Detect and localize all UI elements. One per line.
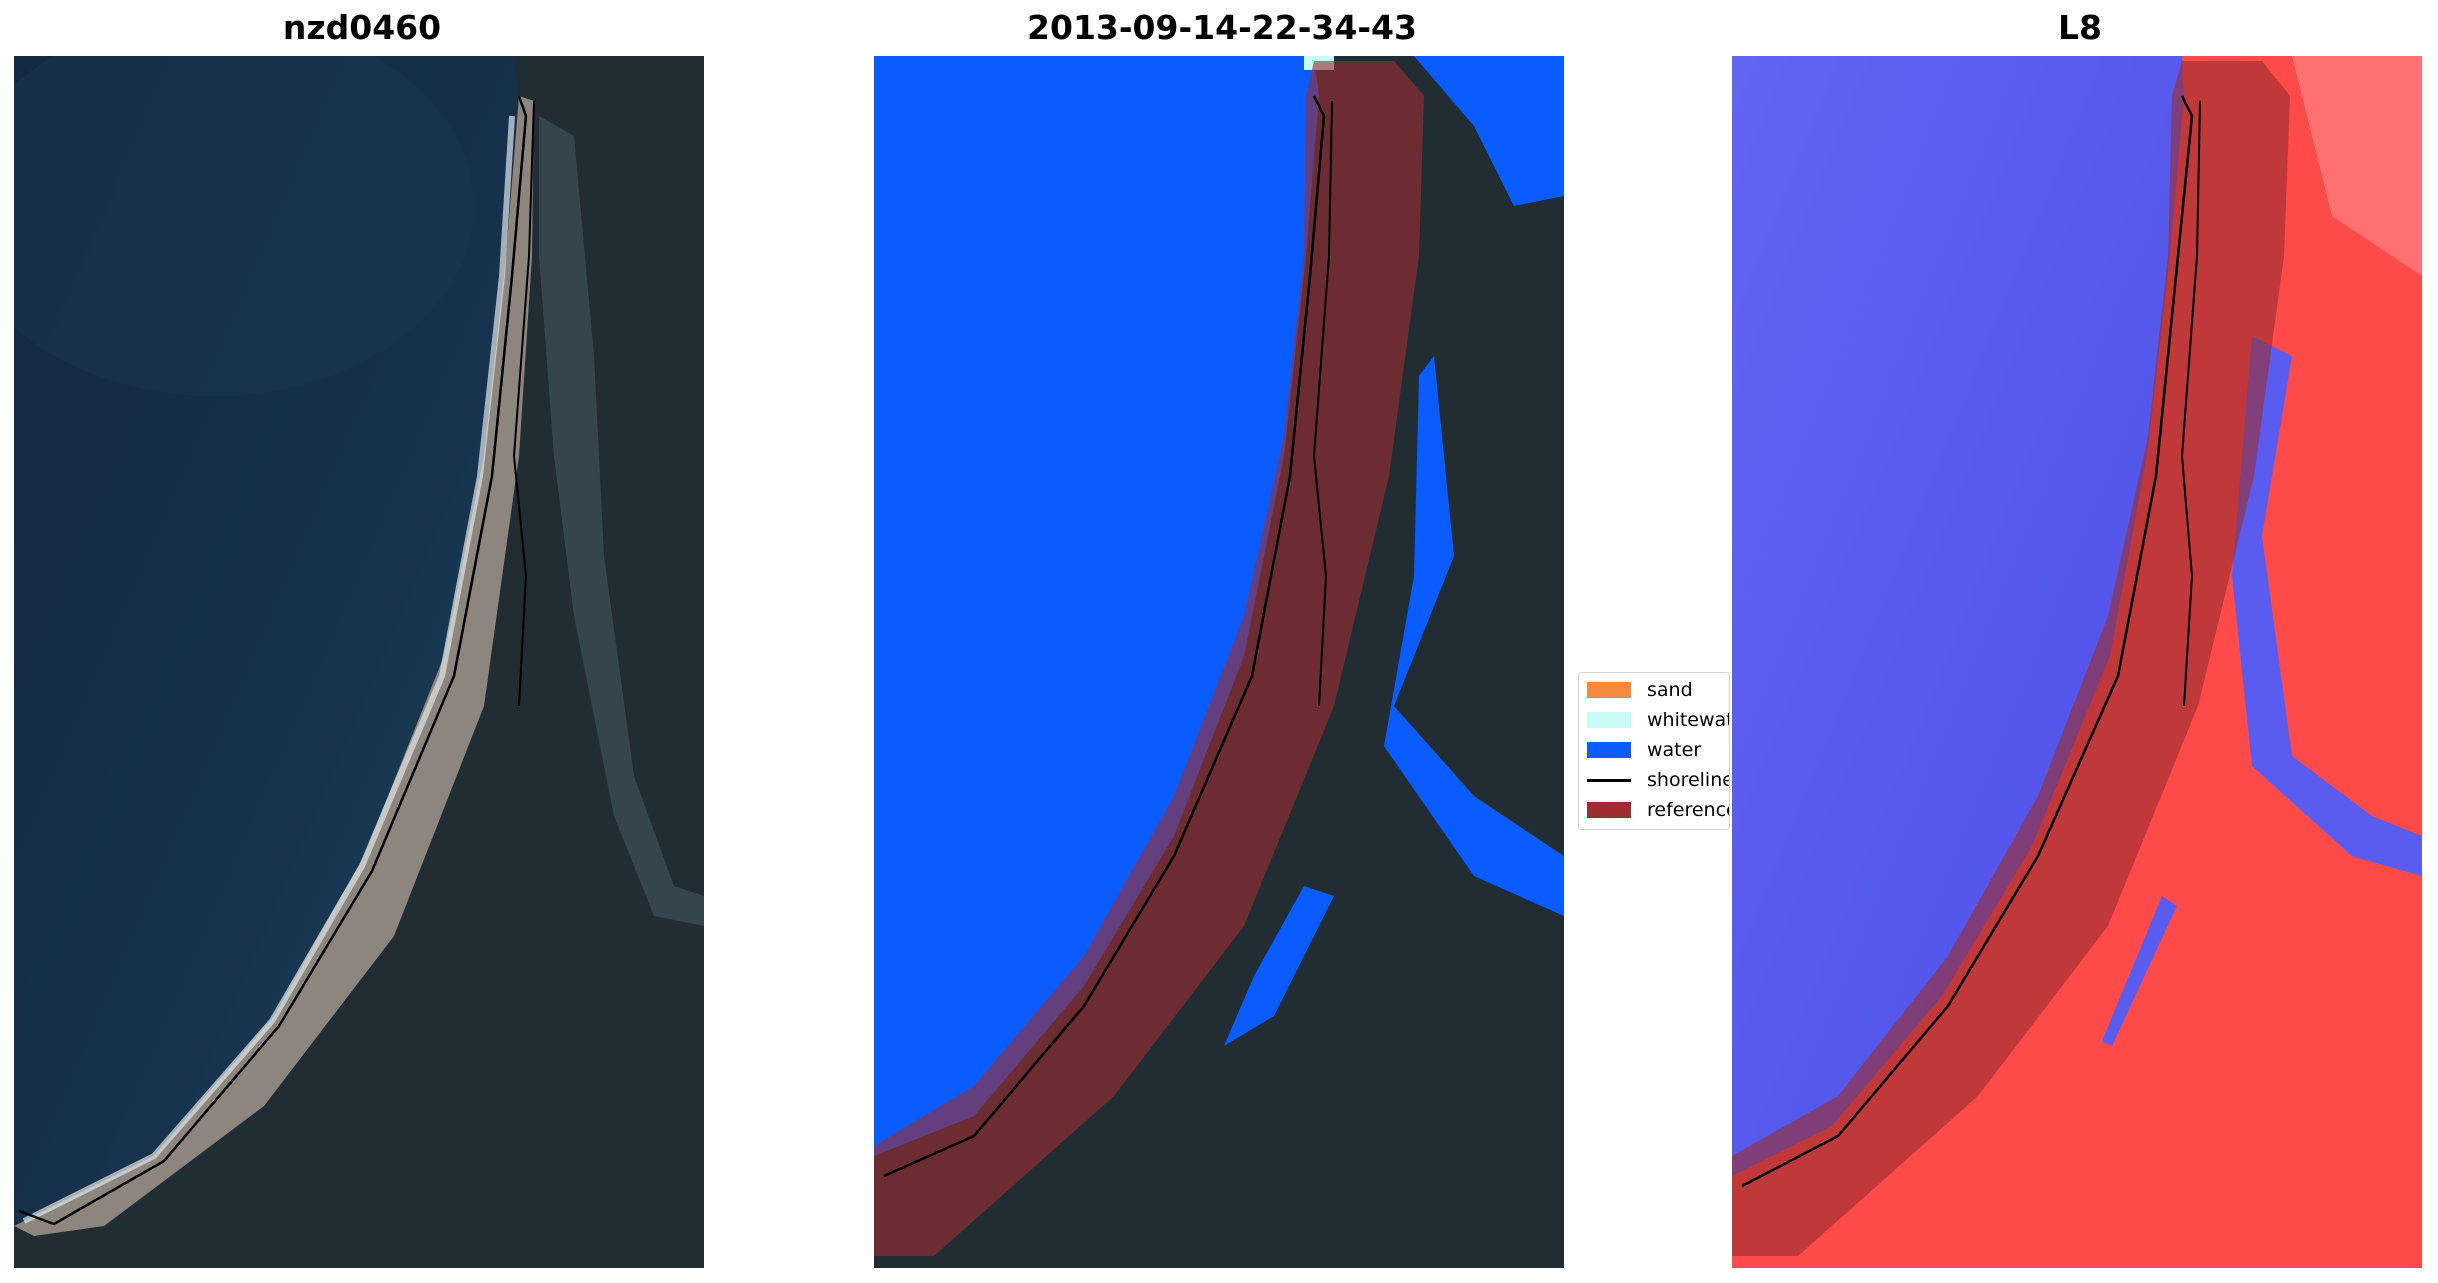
shoreline-line-swatch <box>1587 778 1631 782</box>
whitewater-swatch <box>1587 712 1631 728</box>
legend-item-water: water <box>1587 736 1701 764</box>
classification-image <box>874 56 1564 1268</box>
legend-label-whitewater: whitewater <box>1647 709 1729 731</box>
classification-panel <box>874 56 1564 1268</box>
legend-label-sand: sand <box>1647 679 1693 701</box>
legend-label-reference: reference <box>1647 799 1730 821</box>
legend-label-shoreline: shoreline <box>1647 769 1730 791</box>
legend-label-water: water <box>1647 739 1702 761</box>
panel-title-index: L8 <box>2058 8 2102 47</box>
index-panel <box>1732 56 2422 1268</box>
rgb-image-panel <box>14 56 704 1268</box>
legend-item-whitewater: whitewater <box>1587 706 1729 734</box>
water-swatch <box>1587 742 1631 758</box>
panel-title-rgb: nzd0460 <box>282 8 442 47</box>
legend-item-sand: sand <box>1587 676 1693 704</box>
reference-swatch <box>1587 802 1631 818</box>
legend: sand whitewater water shoreline referenc… <box>1578 672 1730 830</box>
legend-item-reference: reference <box>1587 796 1730 824</box>
legend-item-shoreline: shoreline <box>1587 766 1730 794</box>
panel-title-classification: 2013-09-14-22-34-43 <box>1027 8 1417 47</box>
index-image <box>1732 56 2422 1268</box>
sand-swatch <box>1587 682 1631 698</box>
rgb-satellite-image <box>14 56 704 1268</box>
